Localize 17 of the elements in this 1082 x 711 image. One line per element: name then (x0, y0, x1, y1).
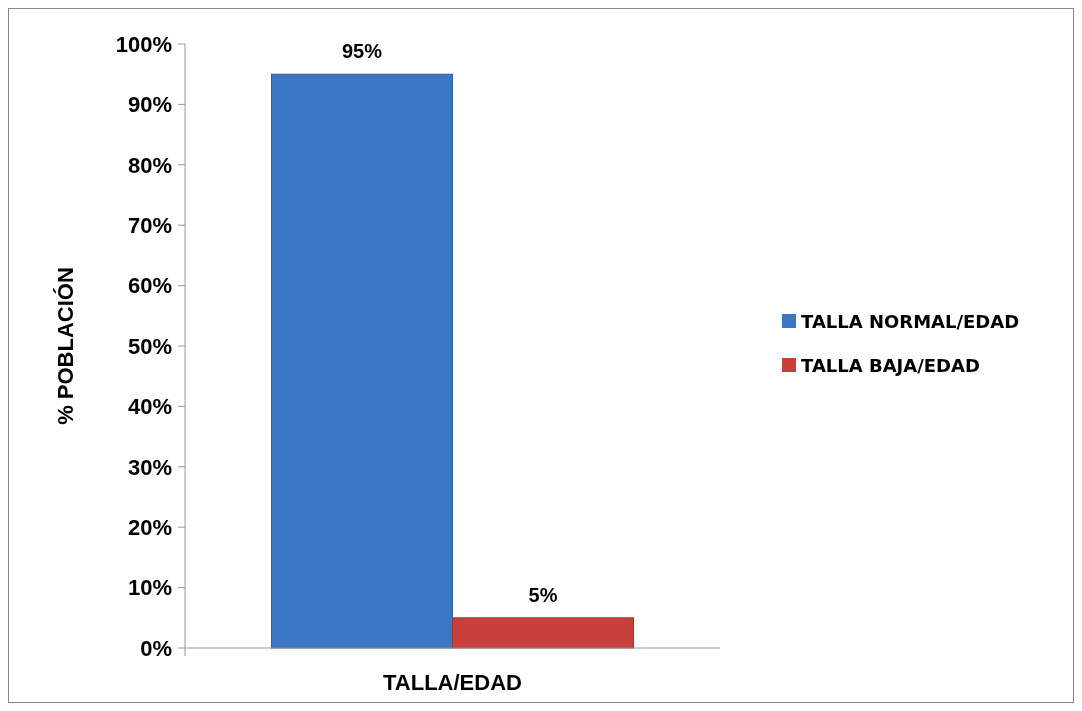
y-tick-label: 70% (127, 212, 172, 238)
y-tick-label: 100% (115, 31, 172, 57)
y-axis-title: % POBLACIÓN (53, 267, 78, 425)
legend-label: TALLA BAJA/EDAD (801, 355, 980, 377)
y-tick-label: 10% (127, 575, 172, 601)
y-tick-label: 30% (127, 454, 172, 480)
y-tick-label: 60% (127, 273, 172, 299)
y-tick-label: 50% (127, 333, 172, 359)
y-tick-label: 0% (140, 635, 172, 661)
y-tick-label: 40% (127, 394, 172, 420)
data-label: 95% (341, 40, 383, 63)
legend-label: TALLA NORMAL/EDAD (801, 311, 1020, 333)
y-tick-label: 20% (127, 514, 172, 540)
x-tick-label: TALLA/EDAD (383, 670, 522, 695)
y-tick-label: 90% (127, 92, 172, 118)
y-tick-label: 80% (127, 152, 172, 178)
data-label: 5% (528, 583, 558, 606)
